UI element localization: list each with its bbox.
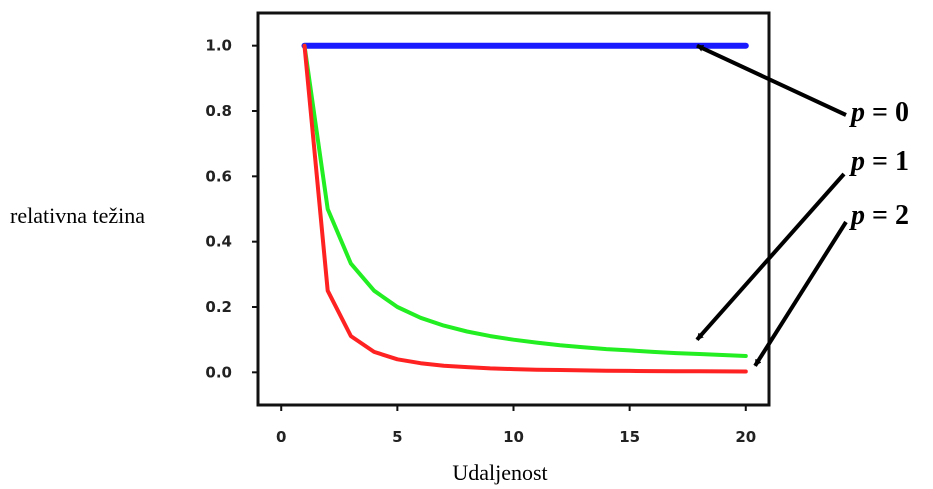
y-axis-ticks: 0.0 0.2 0.4 0.6 0.8 1.0 [205, 37, 258, 381]
y-tick-label: 0.2 [205, 298, 232, 316]
x-tick-label: 15 [619, 428, 640, 446]
y-tick-label: 0.4 [205, 233, 232, 251]
x-axis-ticks: 0 5 10 15 20 [276, 405, 756, 446]
plot-frame [256, 11, 771, 407]
x-tick-label: 0 [276, 428, 286, 446]
x-axis-title: Udaljenost [452, 460, 547, 485]
annotation-label-p2: p = 2 [849, 200, 909, 231]
y-axis-title: relativna težina [10, 203, 145, 228]
annotation-arrow-p2 [753, 220, 848, 367]
x-tick-label: 5 [392, 428, 402, 446]
y-tick-label: 1.0 [205, 37, 232, 55]
annotation-arrow-p1 [695, 172, 846, 341]
x-tick-label: 10 [503, 428, 524, 446]
annotation-arrows [695, 43, 848, 367]
series-line-p1 [302, 43, 748, 358]
series-layer [301, 42, 749, 374]
annotation-label-p0: p = 0 [849, 97, 909, 128]
annotation-arrow-p0 [696, 43, 847, 117]
annotation-label-p1: p = 1 [849, 146, 909, 177]
series-line-p2 [302, 43, 748, 374]
y-tick-label: 0.0 [205, 363, 232, 381]
y-tick-label: 0.8 [205, 102, 232, 120]
y-tick-label: 0.6 [205, 167, 232, 185]
x-tick-label: 20 [735, 428, 756, 446]
